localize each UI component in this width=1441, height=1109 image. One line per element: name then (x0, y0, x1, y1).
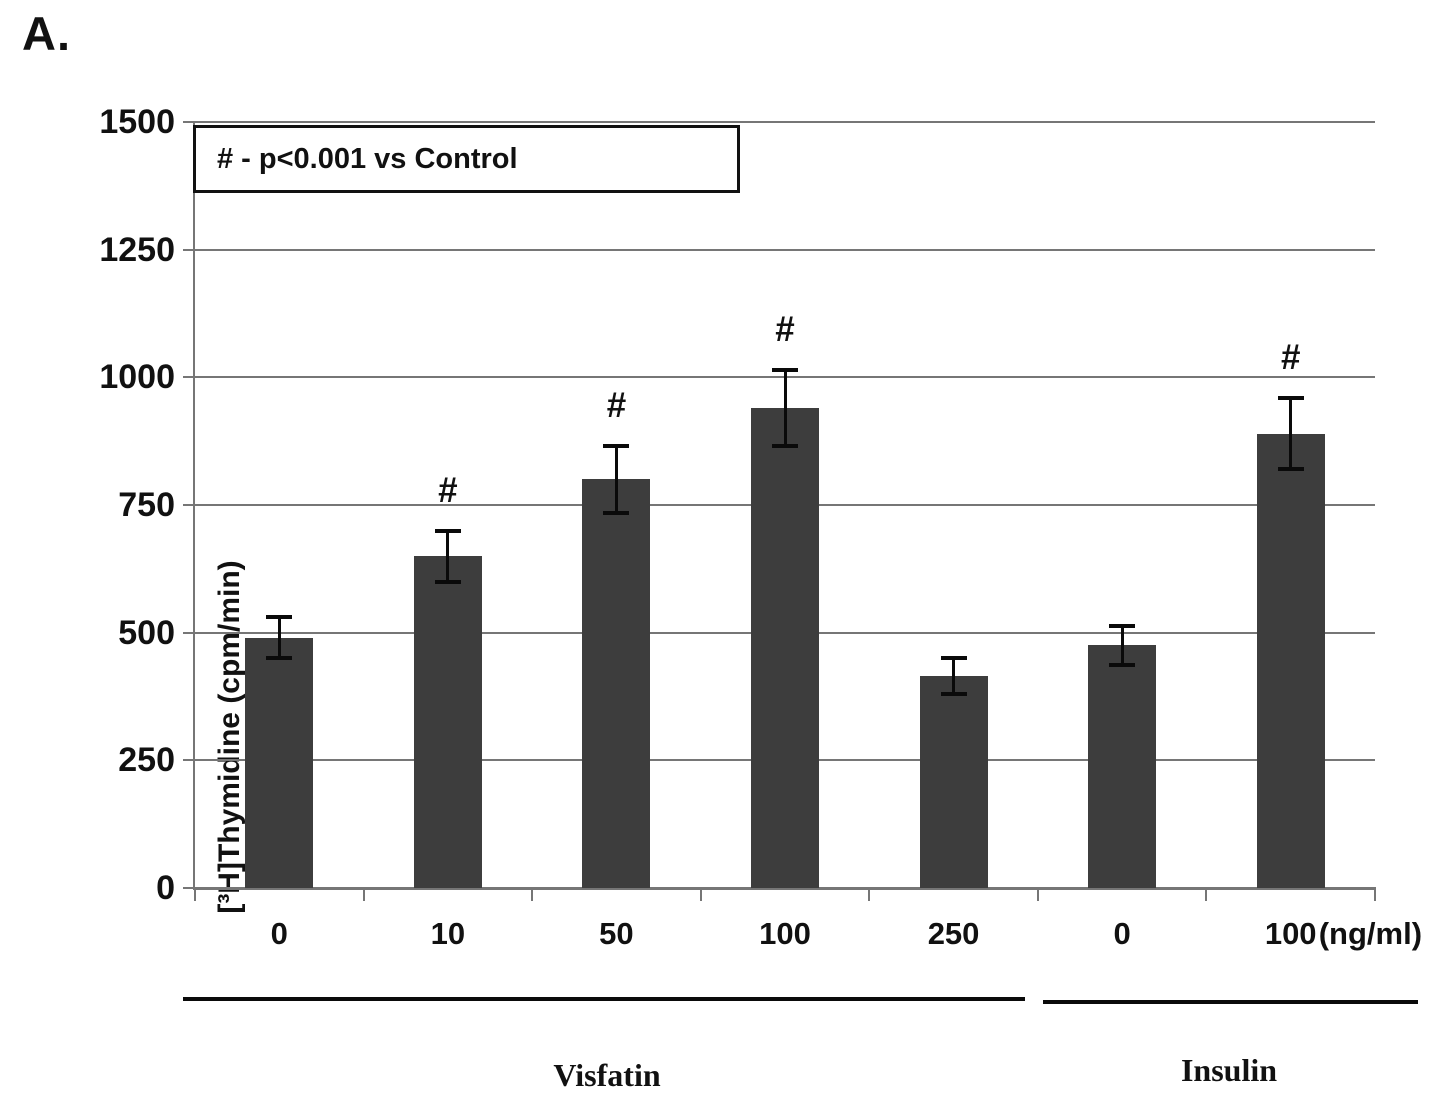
error-bar-cap-bottom (772, 444, 798, 449)
error-bar-cap-top (434, 528, 461, 533)
panel-label: A. (22, 7, 71, 60)
bar (413, 556, 482, 888)
error-bar-cap-bottom (603, 510, 630, 515)
gridline (195, 121, 1375, 123)
error-bar-line (277, 617, 281, 659)
significance-note-box: # - p<0.001 vs Control (193, 125, 740, 193)
error-bar-cap-top (603, 444, 630, 449)
error-bar-cap-top (266, 615, 293, 620)
plot-area: [³H]Thymidine (cpm/min) 1500 1250 1000 750 5… (99, 103, 1422, 951)
x-tick-label: 50 (599, 916, 634, 951)
x-tick (868, 890, 871, 901)
error-bar-cap-bottom (940, 691, 967, 696)
significance-hash: # (775, 309, 795, 349)
significance-hash: # (606, 386, 627, 426)
error-bar-cap-top (1277, 395, 1304, 400)
group-label-insulin: Insulin (1180, 1052, 1278, 1088)
y-tick (183, 759, 195, 762)
bar (245, 637, 314, 888)
y-tick-label: 1000 (99, 358, 175, 397)
x-tick-label: 250 (927, 916, 980, 951)
bar (1256, 433, 1325, 888)
error-bar-cap-bottom (1109, 662, 1136, 667)
error-bar-cap-bottom (434, 579, 461, 584)
y-tick (183, 887, 195, 889)
y-tick (183, 631, 195, 634)
error-bar-line (1289, 397, 1293, 470)
x-tick (1205, 890, 1208, 901)
y-tick-label: 250 (118, 741, 175, 780)
x-tick-label: 10 (430, 916, 466, 951)
x-tick (1374, 890, 1376, 901)
x-tick-label: 100 (759, 916, 811, 951)
x-tick (362, 890, 365, 901)
error-bar-line (614, 446, 618, 513)
error-bar-cap-bottom (1277, 467, 1304, 472)
group-label-visfatin: Visfatin (553, 1057, 661, 1093)
bar (1088, 645, 1157, 888)
x-tick-label: 0 (1113, 916, 1131, 951)
y-tick-label: 1500 (99, 103, 175, 141)
bar (919, 676, 988, 888)
x-axis-line (193, 887, 1376, 890)
error-bar-line (952, 658, 956, 694)
gridline (195, 248, 1375, 251)
y-tick (183, 248, 195, 251)
error-bar-cap-top (940, 656, 967, 661)
y-tick-label: 1250 (99, 230, 175, 269)
group-line-insulin (1043, 1000, 1418, 1004)
error-bar-line (446, 530, 450, 582)
significance-hash: # (1280, 337, 1301, 377)
x-axis-unit-label: (ng/ml) (1318, 916, 1423, 951)
y-tick-label: 750 (118, 486, 175, 524)
error-bar-cap-bottom (266, 656, 293, 661)
x-tick (531, 890, 534, 901)
error-bar-cap-top (1109, 624, 1136, 629)
x-tick-label: 0 (270, 916, 288, 951)
significance-note-text: # - p<0.001 vs Control (217, 142, 518, 175)
y-tick (183, 121, 195, 123)
y-axis-line (193, 121, 195, 889)
y-tick (183, 376, 195, 379)
y-tick-label: 500 (118, 613, 175, 652)
x-tick (699, 890, 702, 901)
bar (751, 407, 819, 888)
error-bar-cap-top (772, 367, 798, 372)
y-tick-label: 0 (156, 869, 175, 907)
x-tick (194, 890, 196, 901)
error-bar-line (783, 369, 787, 447)
x-tick (1036, 890, 1039, 901)
y-tick (183, 504, 195, 506)
error-bar-line (1120, 626, 1124, 665)
group-line-visfatin (183, 997, 1025, 1001)
bar (582, 479, 651, 888)
x-tick-label: 100 (1264, 916, 1317, 951)
significance-hash: # (438, 470, 458, 510)
